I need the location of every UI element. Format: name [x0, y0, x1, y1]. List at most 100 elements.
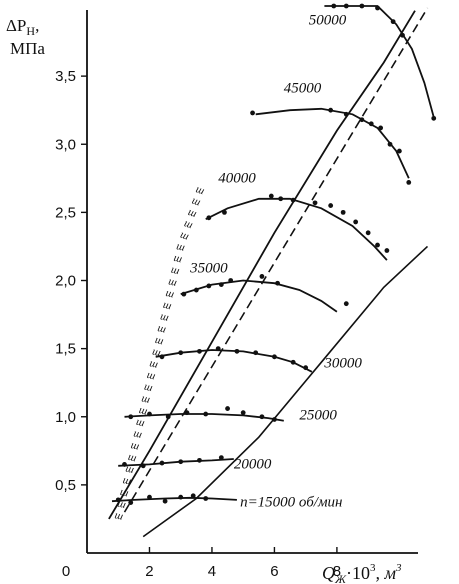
data-point: [343, 3, 349, 9]
surge-mark: ш: [151, 345, 162, 359]
data-point: [162, 498, 168, 504]
speed-curve: 20000: [118, 455, 272, 473]
data-point: [184, 410, 190, 416]
y-tick-label: 2,0: [55, 273, 76, 290]
speed-label: 40000: [218, 170, 256, 186]
data-point: [178, 350, 184, 356]
speed-curve-line: [255, 107, 410, 179]
data-point: [128, 414, 134, 420]
surge-mark: ш: [148, 357, 159, 371]
data-point: [268, 193, 274, 199]
surge-mark: ш: [132, 427, 143, 441]
data-point: [228, 278, 234, 283]
data-point: [225, 406, 230, 411]
data-point: [353, 219, 359, 225]
speed-curve-line: [111, 496, 237, 503]
data-point: [396, 148, 402, 154]
surge-mark: ш: [154, 334, 165, 348]
surge-mark: ш: [164, 287, 175, 301]
y-tick-label: 3,0: [55, 136, 76, 153]
x-tick-label: 6: [270, 563, 278, 580]
speed-curve-line: [180, 279, 338, 313]
lower-curve: [142, 245, 429, 538]
data-point: [203, 411, 209, 417]
speed-curve: 30000: [155, 346, 362, 373]
data-point: [222, 209, 227, 215]
speed-curve-line: [324, 5, 435, 118]
data-point: [193, 287, 199, 293]
speed-curve: 25000: [124, 406, 337, 423]
surge-mark: ш: [167, 275, 178, 289]
data-point: [359, 117, 365, 123]
surge-mark: ш: [194, 183, 206, 197]
data-point: [290, 359, 296, 365]
data-point: [340, 209, 346, 215]
data-point: [406, 180, 412, 185]
data-point: [328, 107, 334, 113]
surge-mark: ш: [138, 404, 149, 418]
surge-mark: ш: [179, 229, 191, 243]
data-point: [159, 354, 165, 360]
speed-label: n=15000 об/мин: [240, 495, 342, 511]
surge-mark: ш: [186, 206, 198, 220]
data-point: [359, 3, 365, 9]
auxiliary-lines: [108, 7, 429, 538]
y-tick-label: 2,5: [55, 204, 76, 221]
x-axis-label-text: QЖ·103, м3: [322, 562, 402, 584]
x-axis-label: QЖ·103, м3: [322, 562, 402, 584]
data-point: [250, 110, 255, 116]
y-tick-label: 1,0: [55, 409, 76, 426]
y-axis-label-line1: ΔPН,: [6, 16, 39, 38]
speed-curve: n=15000 об/мин: [111, 493, 342, 511]
data-point: [181, 291, 187, 297]
speed-label: 35000: [189, 260, 228, 276]
axes: [86, 10, 418, 554]
speed-label: 20000: [234, 457, 272, 473]
data-point: [178, 459, 184, 465]
data-point: [303, 365, 309, 371]
y-tick-label: 0,5: [55, 477, 76, 494]
data-point: [253, 350, 259, 356]
speed-label: 45000: [284, 80, 322, 96]
data-point: [365, 230, 371, 236]
data-point: [140, 463, 146, 469]
solid-line: [108, 10, 416, 520]
surge-mark: ш: [156, 322, 167, 336]
surge-mark: ш: [116, 497, 127, 511]
data-point: [203, 496, 209, 501]
data-point: [197, 348, 202, 354]
speed-curves: n=15000 об/мин 20000 25000 30000 35000 40000 4…: [111, 3, 437, 511]
data-point: [375, 242, 380, 248]
y-axis-label: ΔPН, МПа: [6, 16, 45, 58]
data-point: [272, 417, 277, 422]
speed-label: 30000: [323, 356, 362, 372]
x-tick-label: 4: [208, 563, 216, 580]
data-point: [331, 3, 337, 9]
data-point: [122, 462, 127, 467]
speed-label: 50000: [309, 12, 347, 28]
y-ticks: 0,5 1,0 1,5 2,0 2,5 3,0 3,5: [55, 68, 87, 494]
data-point: [147, 411, 152, 417]
speed-curve: 40000: [205, 170, 390, 261]
data-point: [368, 121, 374, 127]
surge-mark: ш: [170, 264, 181, 278]
data-point: [259, 414, 265, 420]
data-point: [115, 497, 121, 503]
data-point: [215, 346, 221, 352]
data-point: [343, 301, 349, 307]
surge-mark: ш: [113, 509, 124, 523]
y-tick-label: 3,5: [55, 68, 76, 85]
data-point: [290, 197, 296, 203]
surge-mark: ш: [146, 369, 157, 383]
x-tick-label: 8: [333, 563, 341, 580]
dashed-line: [123, 7, 429, 513]
surge-mark: ш: [119, 486, 130, 500]
surge-mark: ш: [124, 462, 135, 476]
data-point: [178, 494, 184, 500]
y-axis-label-line2: МПа: [10, 39, 45, 58]
data-point: [259, 274, 265, 279]
surge-mark: ш: [162, 299, 173, 313]
data-point: [218, 282, 224, 287]
